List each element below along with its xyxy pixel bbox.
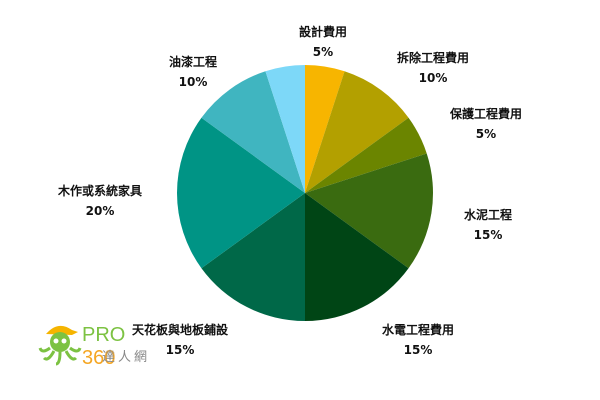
slice-label: 油漆工程 10% xyxy=(169,52,217,92)
slice-name: 天花板與地板鋪設 xyxy=(131,323,229,337)
slice-name: 油漆工程 xyxy=(168,55,218,69)
slice-name: 木作或系統家具 xyxy=(57,184,143,198)
slice-value: 15% xyxy=(403,343,433,357)
slice-value: 10% xyxy=(418,71,448,85)
slice-label: 木作或系統家具 20% xyxy=(58,181,142,221)
slice-label: 水泥工程 15% xyxy=(464,205,512,245)
pie-slice xyxy=(305,65,345,193)
pro360-logo: PRO 360 達人網 xyxy=(38,318,158,369)
slice-name: 設計費用 xyxy=(298,25,348,39)
slice-value: 15% xyxy=(473,228,503,242)
slice-label: 水電工程費用 15% xyxy=(382,320,454,360)
slice-value: 20% xyxy=(85,204,115,218)
slice-name: 水電工程費用 xyxy=(381,323,455,337)
pie-slice xyxy=(201,193,305,321)
slice-label: 設計費用 5% xyxy=(299,22,347,62)
pie-slice xyxy=(305,193,409,321)
logo-subtitle: 達人網 xyxy=(102,350,151,365)
slice-name: 保護工程費用 xyxy=(449,107,523,121)
pie-slice xyxy=(305,153,433,269)
octopus-mascot-icon xyxy=(38,325,82,366)
slice-value: 5% xyxy=(312,45,334,59)
slice-value: 10% xyxy=(178,75,208,89)
logo-text: PRO 360 xyxy=(82,324,126,369)
pie-slice xyxy=(177,117,305,269)
slice-label: 拆除工程費用 10% xyxy=(397,48,469,88)
slice-value: 5% xyxy=(475,127,497,141)
slice-value: 15% xyxy=(165,343,195,357)
pie-slice xyxy=(201,71,305,193)
slice-name: 水泥工程 xyxy=(463,208,513,222)
pie-slice xyxy=(305,71,409,193)
slice-label: 天花板與地板鋪設 15% xyxy=(132,320,228,360)
slice-name: 拆除工程費用 xyxy=(396,51,470,65)
slice-label: 保護工程費用 5% xyxy=(450,104,522,144)
pie-slice xyxy=(265,65,305,193)
pie-slice xyxy=(305,117,427,193)
